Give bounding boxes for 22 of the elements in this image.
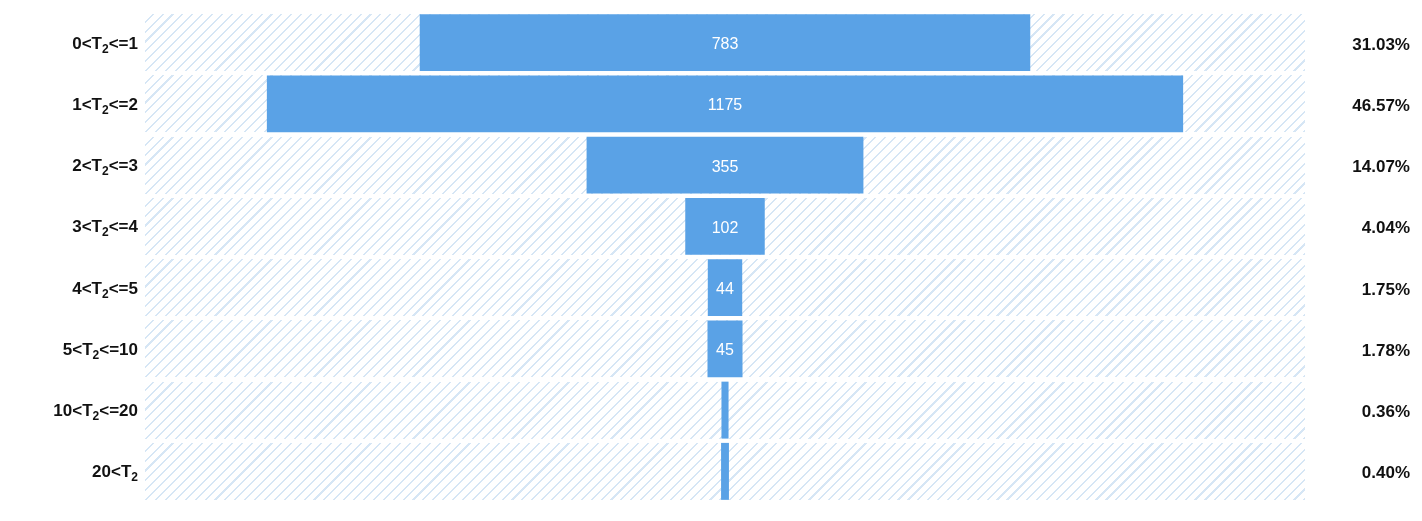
data-label: 1.75% bbox=[1361, 279, 1410, 300]
data-label: 1.78% bbox=[1361, 340, 1410, 361]
data-label: 14.07% bbox=[1352, 157, 1410, 178]
text: 102 bbox=[711, 218, 739, 236]
category-label: 4<T$_{2}$<=5 bbox=[72, 278, 138, 301]
text: 1175 bbox=[707, 96, 743, 114]
category-label: 0<T$_{2}$<=1 bbox=[72, 33, 138, 56]
category-label: 10<T$_{2}$<=20 bbox=[53, 400, 138, 424]
text: 783 bbox=[711, 35, 739, 53]
text: 45 bbox=[716, 341, 734, 359]
data-label: 0.36% bbox=[1361, 402, 1410, 423]
category-label: 1<T$_{2}$<=2 bbox=[72, 94, 138, 118]
data-label: 0.40% bbox=[1361, 463, 1410, 484]
category-label: 20<T$_{2}$ bbox=[92, 462, 138, 485]
data-label: 4.04% bbox=[1361, 218, 1410, 239]
text: 44 bbox=[716, 280, 734, 298]
category-label: 3<T$_{2}$<=4 bbox=[72, 217, 138, 240]
data-label: 31.03% bbox=[1352, 34, 1410, 55]
data-label: 46.57% bbox=[1352, 95, 1410, 116]
text: 355 bbox=[711, 157, 739, 175]
category-label: 2<T$_{2}$<=3 bbox=[72, 155, 138, 179]
category-label: 5<T$_{2}$<=10 bbox=[62, 339, 138, 363]
